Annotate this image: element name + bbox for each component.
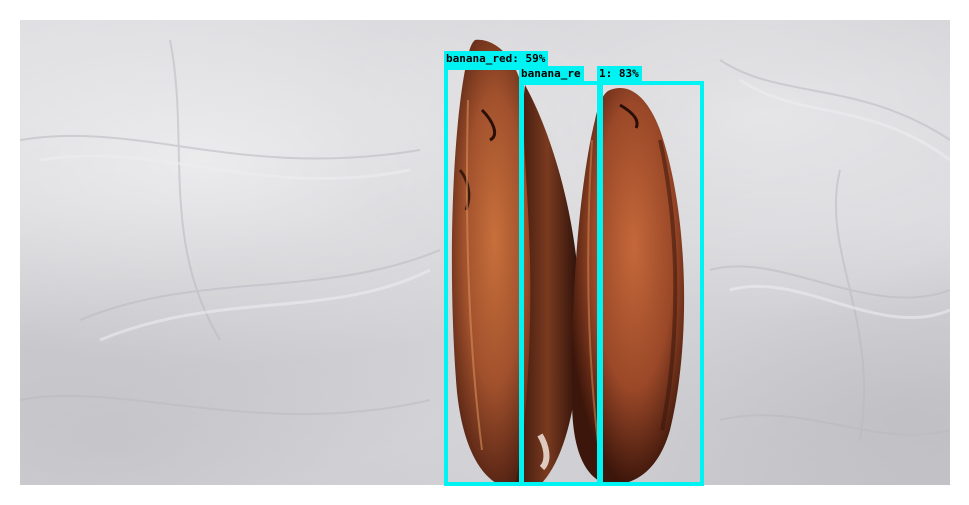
detection-label-2: banana_re [519, 66, 584, 81]
cloth-wrinkles [20, 39, 950, 441]
detection-box-3 [597, 81, 704, 486]
detection-box-1 [444, 66, 524, 486]
banana-middle [515, 85, 580, 485]
detection-label-3: 1: 83% [597, 66, 642, 81]
detection-box-2 [519, 81, 603, 486]
detection-label-1: banana_red: 59% [444, 51, 549, 66]
cloth-highlights [39, 78, 950, 342]
